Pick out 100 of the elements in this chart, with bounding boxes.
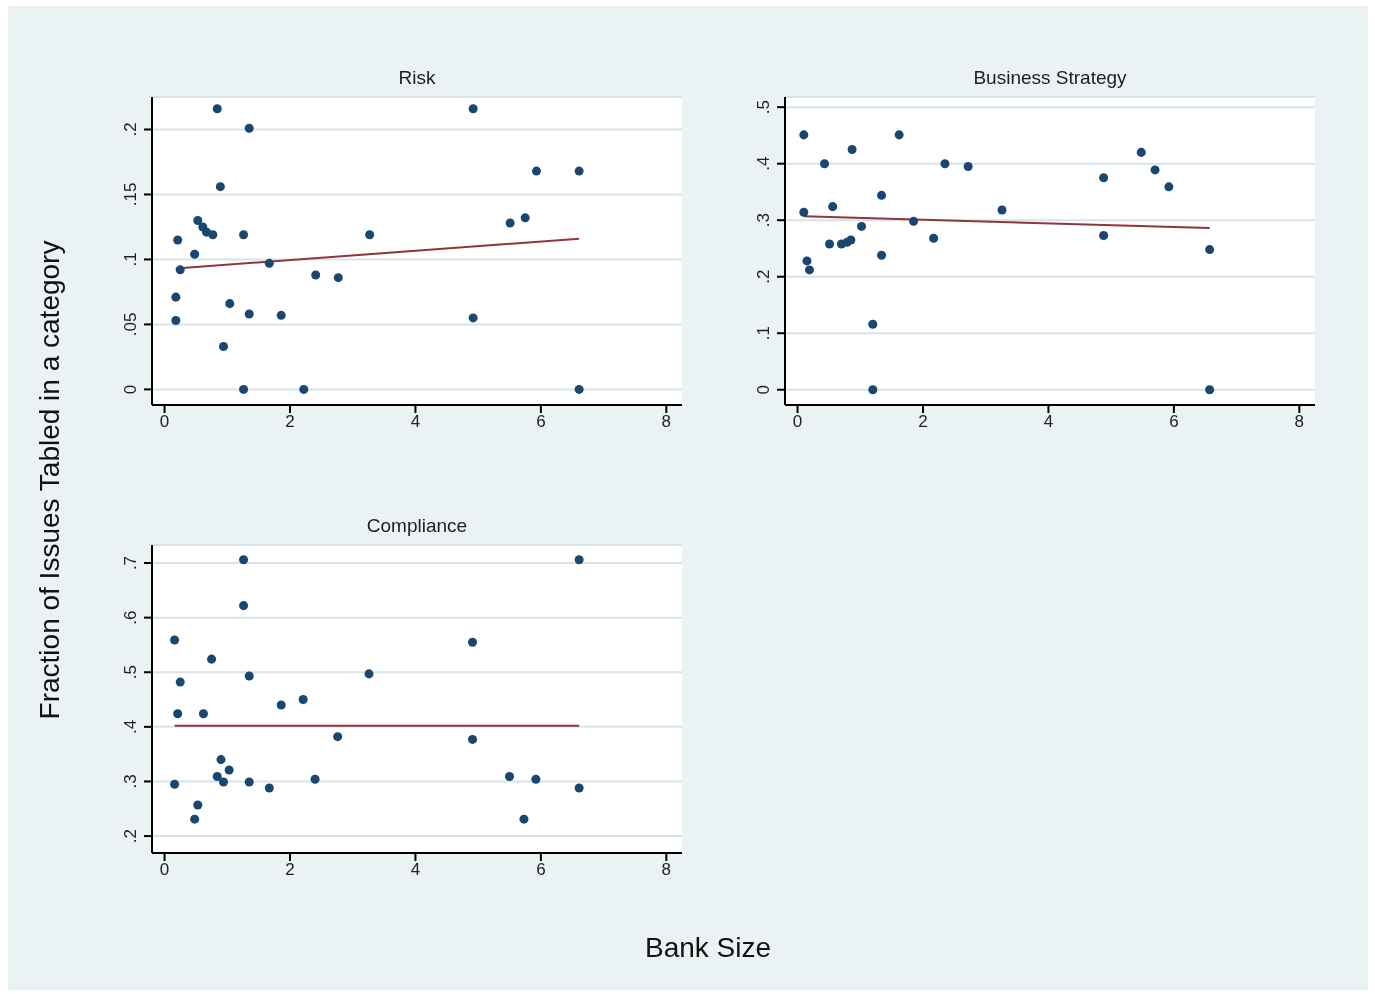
y-tick-label: .1 [754,326,773,341]
point [505,772,515,782]
y-tick-label: .5 [754,100,773,115]
point [846,235,856,245]
point [820,159,830,169]
point [193,215,203,225]
point [212,104,222,114]
chart-title: Compliance [365,515,469,537]
point [574,384,584,394]
point [877,190,887,200]
chart-title: Business Strategy [972,67,1128,89]
point [333,273,343,283]
x-tick-label: 8 [661,412,672,432]
point [198,709,208,719]
x-tick-label: 0 [159,860,170,880]
point [1150,165,1160,175]
point [276,310,286,320]
y-tick-label: .6 [121,610,140,625]
point [298,695,308,705]
y-tick-label: .5 [121,665,140,680]
point [224,765,234,775]
point [894,130,904,140]
point [804,265,814,275]
point [239,384,249,394]
point [310,774,320,784]
point [225,299,235,309]
point [207,654,217,664]
point [170,635,180,645]
point [1099,173,1109,183]
point [963,162,973,172]
point [997,205,1007,215]
point [190,814,200,824]
point [574,783,584,793]
point [1099,230,1109,240]
point [170,779,180,789]
point [467,637,478,647]
point [208,230,218,240]
point [825,239,835,249]
x-tick-label: 6 [1169,412,1179,432]
point [311,270,321,280]
point [468,313,478,323]
point [574,555,584,565]
point [264,783,274,793]
point [520,213,530,223]
point [175,677,185,687]
y-tick-label: 0 [754,385,773,395]
point [1164,182,1174,192]
x-tick-label: 4 [410,412,421,432]
point [216,755,226,765]
x-tick-label: 2 [918,412,928,432]
y-tick-label: .3 [121,774,140,789]
point [239,555,249,565]
x-tick-label: 2 [285,860,295,880]
y-tick-label: .4 [121,719,140,734]
point [847,145,857,155]
point [171,292,181,302]
point [276,700,286,710]
point [868,385,878,395]
point [333,732,343,742]
point [909,216,919,226]
y-tick-label: .1 [121,252,140,267]
point [173,709,183,719]
point [264,258,274,268]
y-tick-label: 0 [121,384,140,395]
y-tick-label: .15 [121,182,140,207]
point [171,316,181,326]
x-axis-title: Bank Size [644,932,772,964]
chart-title: Risk [397,67,437,89]
x-tick-label: 4 [410,860,421,880]
point [218,342,229,352]
point [574,166,584,176]
point [239,601,249,611]
point [1136,147,1146,157]
point [799,130,809,140]
x-tick-label: 2 [285,412,295,432]
point [299,384,309,394]
point [505,218,515,228]
x-tick-label: 6 [536,860,546,880]
y-tick-label: .2 [754,269,773,284]
point [868,319,878,329]
point [175,265,185,275]
point [365,230,375,240]
point [364,669,374,679]
point [190,249,200,259]
point [877,250,887,260]
point [1205,385,1215,395]
point [173,235,183,245]
point [239,230,249,240]
y-tick-label: .7 [121,555,140,571]
x-tick-label: 8 [661,860,672,880]
point [828,202,838,212]
point [467,734,478,744]
point [531,166,541,176]
y-axis-title: Fraction of Issues Tabled in a category [34,240,66,720]
y-tick-label: .3 [754,213,773,228]
x-tick-label: 8 [1294,412,1305,432]
point [244,309,254,319]
point [212,772,222,782]
point [468,104,478,114]
point [940,159,950,169]
